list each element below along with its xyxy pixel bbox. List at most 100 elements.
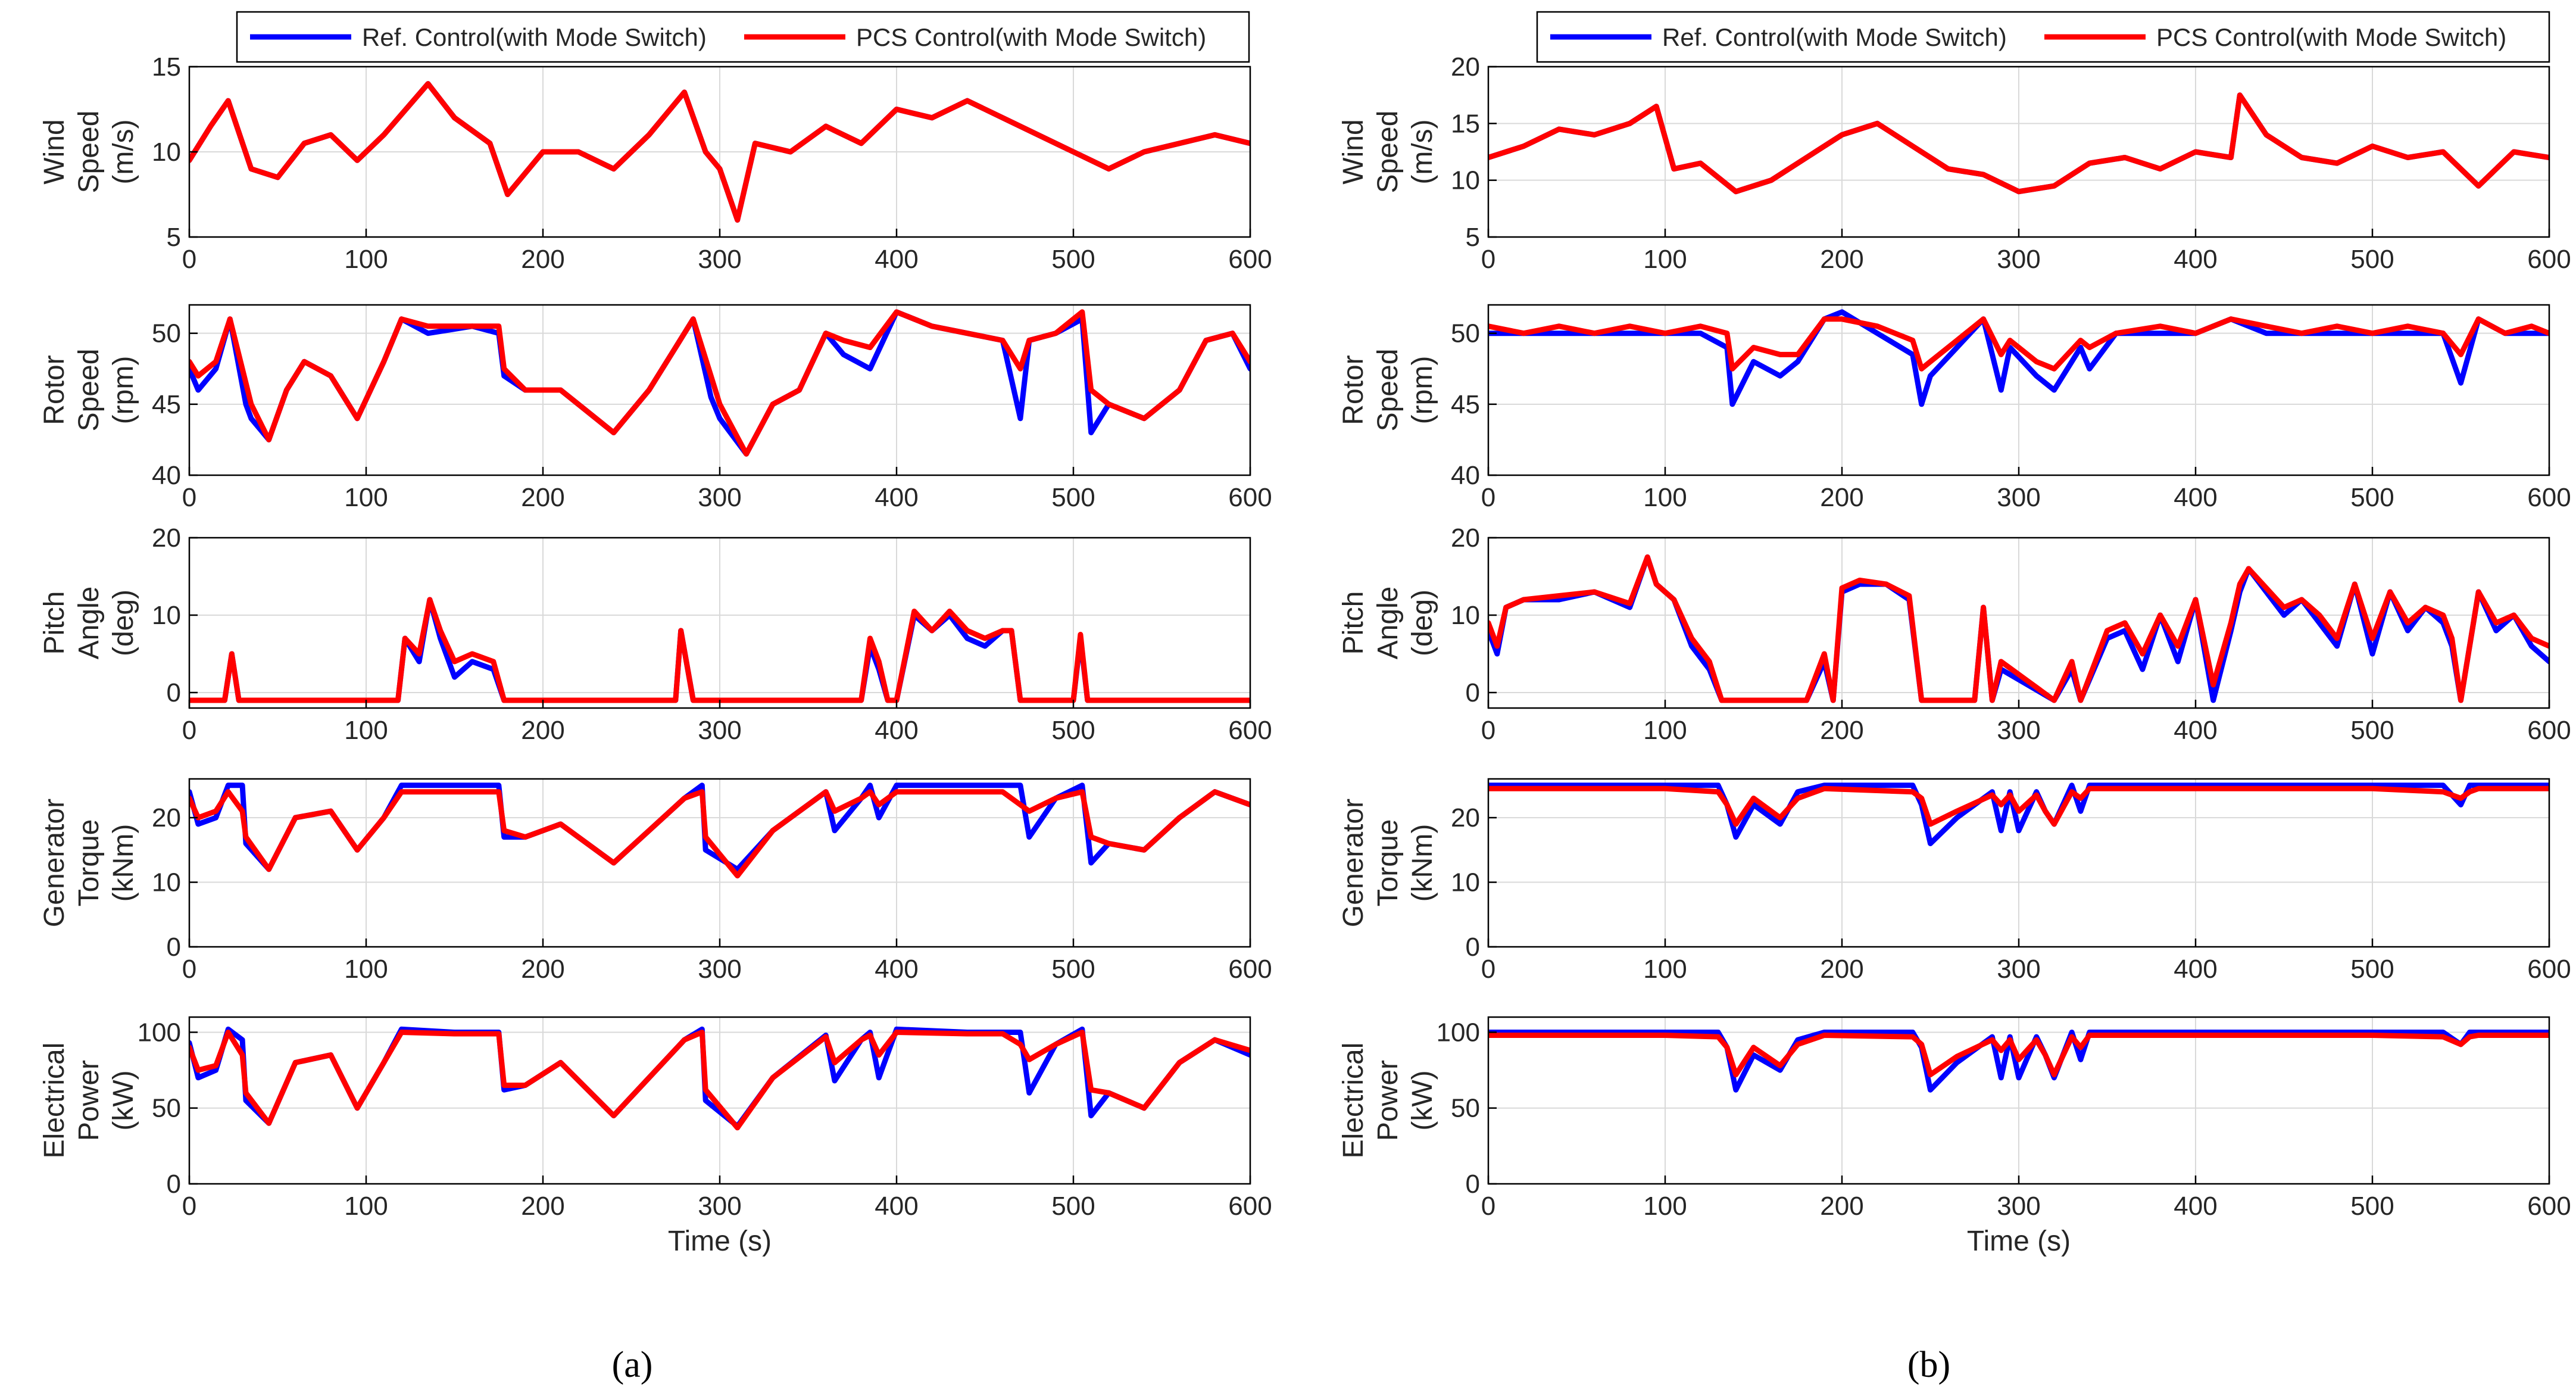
y-tick-label: 50 — [1451, 319, 1480, 348]
subplot-1: 0 100 200 300 400 500 600 5 10 15 Wind Speed (m/s) — [39, 52, 1272, 274]
y-tick-label: 20 — [1451, 52, 1480, 82]
y-tick-label: 15 — [1451, 109, 1480, 138]
x-tick-label: 500 — [1051, 483, 1095, 512]
x-tick-label: 500 — [2350, 716, 2394, 745]
x-tick-label: 200 — [1820, 716, 1863, 745]
series-line-pcs-control — [1488, 785, 2549, 827]
x-tick-label: 400 — [875, 483, 918, 512]
y-axis-label: Speed — [1372, 349, 1404, 432]
y-tick-label: 45 — [1451, 390, 1480, 419]
y-tick-label: 0 — [167, 1170, 181, 1199]
y-axis-label: (kW) — [1407, 1070, 1438, 1130]
series-line-pcs-control — [189, 81, 1250, 223]
y-tick-label: 10 — [152, 601, 181, 630]
x-tick-label: 300 — [698, 716, 741, 745]
x-tick-label: 600 — [2527, 483, 2571, 512]
x-tick-label: 300 — [1997, 245, 2040, 274]
x-tick-label: 100 — [344, 245, 388, 274]
series-line-pcs-control — [189, 1030, 1250, 1131]
x-tick-label: 600 — [2527, 245, 2571, 274]
y-tick-label: 40 — [1451, 461, 1480, 490]
series-line-ref-control — [1488, 1030, 2549, 1093]
y-tick-label: 20 — [152, 523, 181, 553]
x-tick-label: 0 — [182, 245, 196, 274]
y-axis-label: Generator — [1338, 799, 1369, 927]
y-axis-label: Wind — [39, 119, 70, 184]
x-tick-label: 400 — [2174, 483, 2217, 512]
y-tick-label: 15 — [152, 52, 181, 82]
y-tick-label: 0 — [167, 678, 181, 707]
x-tick-label: 200 — [1820, 483, 1863, 512]
x-tick-label: 400 — [2174, 1192, 2217, 1221]
y-tick-label: 45 — [152, 390, 181, 419]
series-line-pcs-control — [189, 597, 1250, 703]
subplot-3: 0 100 200 300 400 500 600 0 10 20 Pitch Angle (deg) — [1338, 523, 2571, 745]
x-tick-label: 500 — [1051, 245, 1095, 274]
series-line-pcs-control — [1488, 92, 2549, 195]
y-tick-label: 100 — [138, 1018, 181, 1047]
subplot-4: 0 100 200 300 400 500 600 0 10 20 Generator Torque(… — [1338, 778, 2571, 984]
y-axis-label: Electrical — [1338, 1043, 1369, 1159]
x-tick-label: 100 — [344, 483, 388, 512]
y-tick-label: 20 — [1451, 523, 1480, 553]
subplot-2: 0 100 200 300 400 500 600 40 45 50 Rotor Speed (rpm) — [39, 304, 1272, 512]
y-axis-label: (m/s) — [1407, 119, 1438, 184]
x-tick-label: 300 — [698, 1192, 741, 1221]
y-axis-label: Speed — [1372, 111, 1404, 194]
x-tick-label: 0 — [182, 483, 196, 512]
x-tick-label: 200 — [521, 716, 564, 745]
x-tick-label: 0 — [1481, 245, 1495, 274]
x-tick-label: 500 — [2350, 245, 2394, 274]
series-line-pcs-control — [1488, 1033, 2549, 1078]
subplot-4: 0 100 200 300 400 500 600 0 10 20 Generator Torque(… — [39, 778, 1272, 984]
y-tick-label: 50 — [152, 319, 181, 348]
x-tick-label: 400 — [2174, 716, 2217, 745]
x-tick-label: 600 — [2527, 955, 2571, 984]
y-axis-label: Speed — [73, 349, 105, 432]
y-tick-label: 20 — [152, 803, 181, 832]
x-tick-label: 0 — [182, 1192, 196, 1221]
y-axis-label: Pitch — [39, 591, 70, 655]
x-tick-label: 200 — [1820, 1192, 1863, 1221]
y-tick-label: 10 — [152, 868, 181, 897]
x-tick-label: 600 — [1228, 1192, 1272, 1221]
y-tick-label: 5 — [167, 223, 181, 252]
y-axis-label: Angle — [1372, 587, 1404, 660]
y-tick-label: 50 — [152, 1094, 181, 1123]
y-tick-label: 10 — [1451, 868, 1480, 897]
series-line-pcs-control — [1488, 316, 2549, 372]
subplot-5: 0 100 200 300 400 500 600 0 50 100 Electrical Power… — [39, 1016, 1272, 1221]
y-axis-label: (rpm) — [1407, 356, 1438, 425]
x-tick-label: 100 — [1643, 716, 1687, 745]
x-tick-label: 600 — [1228, 245, 1272, 274]
x-tick-label: 200 — [1820, 955, 1863, 984]
series-line-pcs-control — [189, 789, 1250, 879]
x-tick-label: 500 — [1051, 1192, 1095, 1221]
x-axis-label: Time (s) — [1967, 1226, 2071, 1257]
x-tick-label: 0 — [1481, 716, 1495, 745]
x-tick-label: 100 — [1643, 955, 1687, 984]
legend-box — [1536, 11, 2550, 63]
y-axis-label: (m/s) — [108, 119, 139, 184]
y-axis-label: Speed — [73, 111, 105, 194]
x-tick-label: 0 — [1481, 1192, 1495, 1221]
y-axis-label: (kW) — [108, 1070, 139, 1130]
x-axis-label: Time (s) — [668, 1226, 772, 1257]
x-tick-label: 500 — [2350, 955, 2394, 984]
y-axis-label: Torque — [1372, 819, 1404, 907]
subplot-3: 0 100 200 300 400 500 600 0 10 20 Pitch Angle (deg) — [39, 523, 1272, 745]
y-tick-label: 40 — [152, 461, 181, 490]
x-tick-label: 200 — [521, 483, 564, 512]
y-tick-label: 10 — [1451, 601, 1480, 630]
x-tick-label: 100 — [1643, 245, 1687, 274]
legend-label: PCS Control(with Mode Switch) — [856, 23, 1206, 51]
y-axis-label: (rpm) — [108, 356, 139, 425]
x-tick-label: 100 — [344, 716, 388, 745]
y-tick-label: 0 — [167, 933, 181, 962]
x-tick-label: 400 — [875, 1192, 918, 1221]
x-tick-label: 300 — [698, 483, 741, 512]
y-axis-label: (deg) — [1407, 590, 1438, 656]
x-tick-label: 400 — [875, 245, 918, 274]
